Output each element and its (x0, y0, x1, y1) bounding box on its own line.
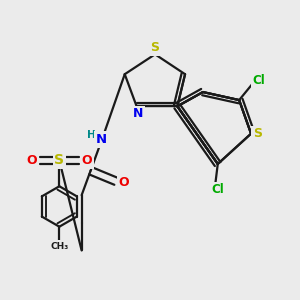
Text: Cl: Cl (253, 74, 266, 87)
Text: S: S (253, 127, 262, 140)
Text: CH₃: CH₃ (50, 242, 68, 251)
Text: O: O (119, 176, 130, 189)
Text: S: S (54, 153, 64, 167)
Text: N: N (95, 133, 106, 146)
Text: S: S (151, 41, 160, 54)
Text: N: N (133, 107, 143, 120)
Text: H: H (87, 130, 95, 140)
Text: O: O (82, 154, 92, 167)
Text: Cl: Cl (212, 183, 224, 196)
Text: O: O (26, 154, 37, 167)
